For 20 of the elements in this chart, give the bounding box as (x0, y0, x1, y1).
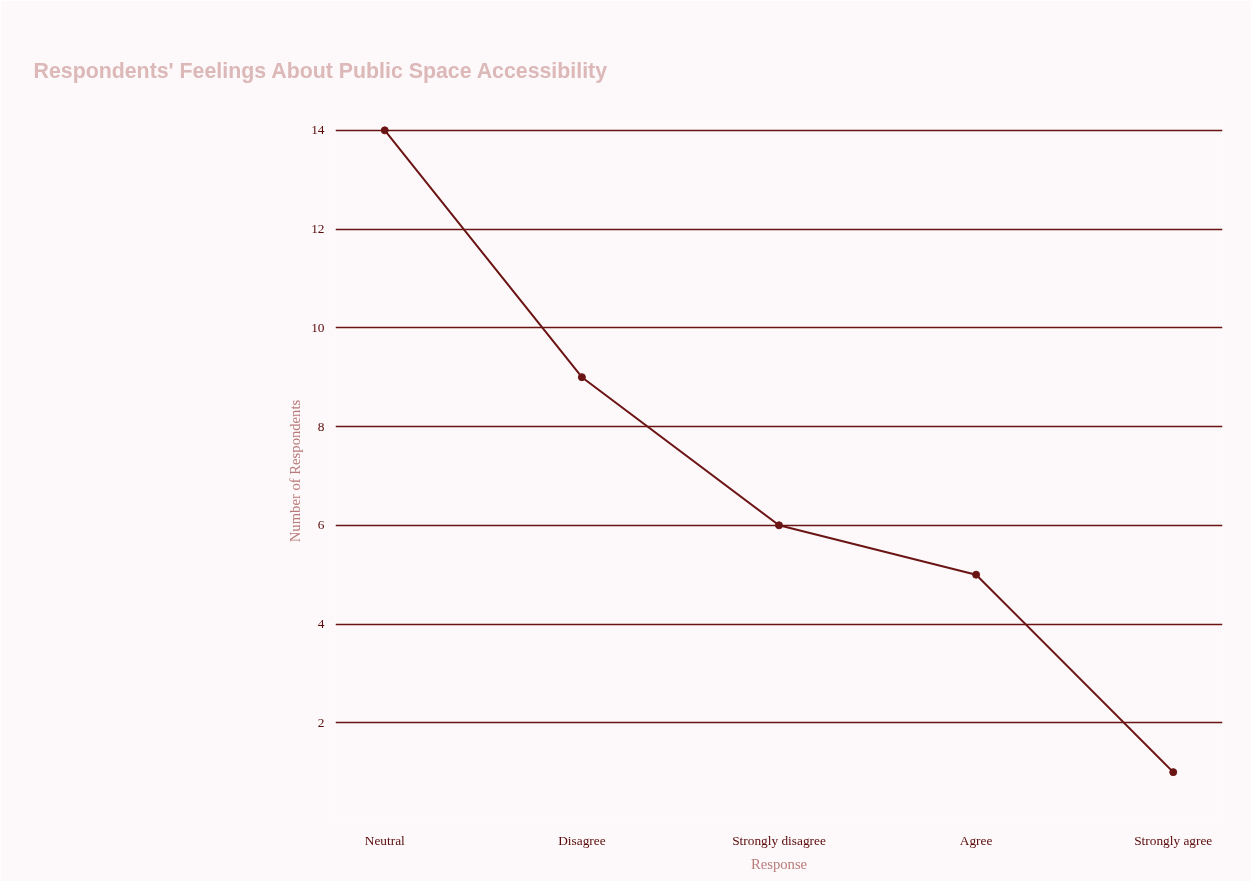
y-tick-label: 14 (311, 122, 325, 138)
y-tick-label: 8 (317, 418, 325, 434)
x-tick-label: Strongly disagree (732, 832, 826, 848)
y-tick-label: 10 (311, 319, 325, 335)
y-tick-label: 6 (317, 517, 325, 533)
point (577, 373, 586, 382)
x-tick-label: Neutral (364, 832, 406, 848)
x-tick-label: Strongly agree (1134, 832, 1213, 848)
x-tick-label: Agree (959, 832, 993, 848)
y-tick-label: 4 (317, 616, 325, 632)
point (1169, 768, 1178, 777)
y-tick-label: 12 (311, 221, 325, 237)
point (775, 521, 783, 530)
x-tick-label: Disagree (558, 832, 606, 848)
point (380, 126, 389, 135)
y-tick-label: 2 (317, 714, 325, 730)
y-axis-title: Number of Respondents (287, 399, 304, 543)
x-axis-title: Response (750, 855, 808, 872)
point (972, 570, 981, 579)
chart-title: Respondents' Feelings About Public Space Accessibility (33, 59, 608, 83)
